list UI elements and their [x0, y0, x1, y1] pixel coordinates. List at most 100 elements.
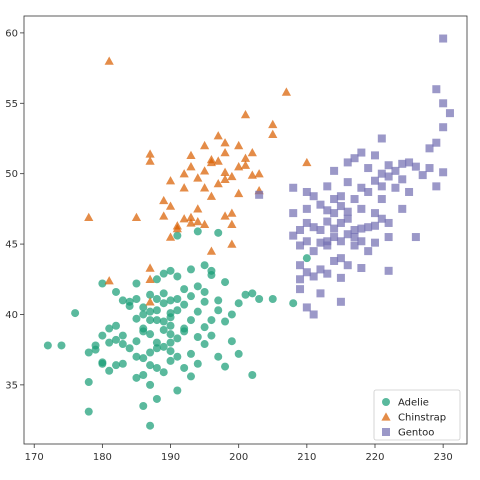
point-gentoo: [357, 148, 366, 157]
point-adelie: [180, 363, 189, 372]
point-chinstrap: [227, 171, 237, 181]
point-gentoo: [330, 195, 339, 204]
point-adelie: [118, 296, 127, 305]
point-gentoo: [391, 183, 400, 192]
point-chinstrap: [268, 129, 278, 138]
point-chinstrap: [193, 204, 203, 213]
plot-area: [23, 15, 468, 445]
point-gentoo: [289, 231, 298, 240]
point-gentoo: [323, 241, 332, 250]
point-adelie: [84, 348, 93, 357]
point-gentoo: [384, 218, 393, 227]
point-gentoo: [255, 190, 264, 199]
point-adelie: [166, 266, 175, 275]
point-chinstrap: [206, 191, 217, 200]
point-gentoo: [343, 178, 352, 187]
point-gentoo: [432, 182, 441, 191]
y-tick-label: 60: [5, 28, 18, 39]
point-gentoo: [289, 183, 298, 192]
point-gentoo: [296, 275, 305, 284]
point-adelie: [132, 314, 141, 323]
point-chinstrap: [186, 212, 196, 222]
point-chinstrap: [193, 216, 203, 226]
point-chinstrap: [220, 174, 230, 183]
point-adelie: [146, 421, 155, 430]
point-adelie: [193, 307, 202, 316]
point-adelie: [105, 338, 114, 347]
point-gentoo: [377, 182, 386, 191]
point-gentoo: [411, 162, 420, 171]
point-gentoo: [316, 200, 325, 209]
point-chinstrap: [302, 157, 312, 167]
y-tick-label: 45: [5, 240, 18, 251]
point-adelie: [125, 297, 134, 306]
point-adelie: [159, 317, 168, 326]
point-adelie: [207, 331, 216, 340]
point-gentoo: [418, 171, 427, 180]
point-gentoo: [302, 268, 311, 277]
point-adelie: [227, 310, 236, 319]
point-chinstrap: [220, 138, 230, 147]
point-chinstrap: [159, 195, 169, 205]
x-tick-label: 210: [297, 452, 316, 463]
point-adelie: [289, 299, 298, 308]
point-adelie: [159, 342, 168, 351]
point-gentoo: [384, 161, 393, 170]
point-chinstrap: [104, 56, 114, 65]
point-chinstrap: [165, 232, 176, 241]
point-adelie: [241, 290, 250, 299]
point-adelie: [302, 254, 311, 263]
point-chinstrap: [220, 211, 230, 220]
point-adelie: [200, 323, 209, 332]
point-gentoo: [336, 237, 345, 246]
point-adelie: [146, 290, 155, 299]
point-gentoo: [296, 241, 305, 250]
point-gentoo: [370, 209, 379, 218]
point-adelie: [186, 316, 195, 325]
point-adelie: [152, 338, 161, 347]
point-adelie: [84, 407, 93, 416]
point-chinstrap: [200, 183, 210, 192]
point-adelie: [173, 231, 182, 240]
point-gentoo: [330, 209, 339, 218]
point-gentoo: [398, 159, 407, 168]
y-tick-label: 55: [5, 99, 18, 110]
point-adelie: [43, 341, 52, 350]
point-chinstrap: [281, 87, 291, 96]
point-gentoo: [316, 238, 325, 247]
point-chinstrap: [145, 297, 155, 306]
point-adelie: [139, 354, 148, 363]
point-gentoo: [330, 256, 339, 265]
point-adelie: [193, 333, 202, 341]
point-gentoo: [364, 164, 373, 173]
x-axis: 170 180 190 200 210 220 230: [25, 444, 453, 463]
point-adelie: [132, 373, 141, 382]
point-adelie: [146, 361, 155, 370]
point-gentoo: [302, 204, 311, 213]
point-adelie: [118, 340, 127, 349]
point-gentoo: [343, 261, 352, 270]
point-gentoo: [377, 214, 386, 223]
point-adelie: [186, 372, 195, 381]
point-adelie: [105, 366, 114, 375]
point-gentoo: [370, 151, 379, 160]
point-chinstrap: [220, 167, 230, 176]
point-chinstrap: [104, 276, 114, 285]
point-adelie: [221, 317, 230, 326]
point-gentoo: [302, 237, 311, 246]
point-adelie: [132, 352, 141, 361]
point-adelie: [200, 287, 209, 296]
point-gentoo: [357, 183, 366, 192]
point-chinstrap: [145, 274, 155, 283]
point-chinstrap: [145, 156, 155, 165]
point-adelie: [166, 356, 175, 365]
point-adelie: [91, 341, 100, 350]
point-adelie: [268, 294, 277, 303]
point-gentoo: [439, 99, 448, 108]
point-gentoo: [330, 224, 339, 233]
legend-label-adelie: Adelie: [398, 398, 429, 409]
point-gentoo: [343, 230, 352, 239]
data-points: [43, 34, 454, 430]
point-adelie: [139, 310, 148, 319]
point-gentoo: [364, 187, 373, 196]
